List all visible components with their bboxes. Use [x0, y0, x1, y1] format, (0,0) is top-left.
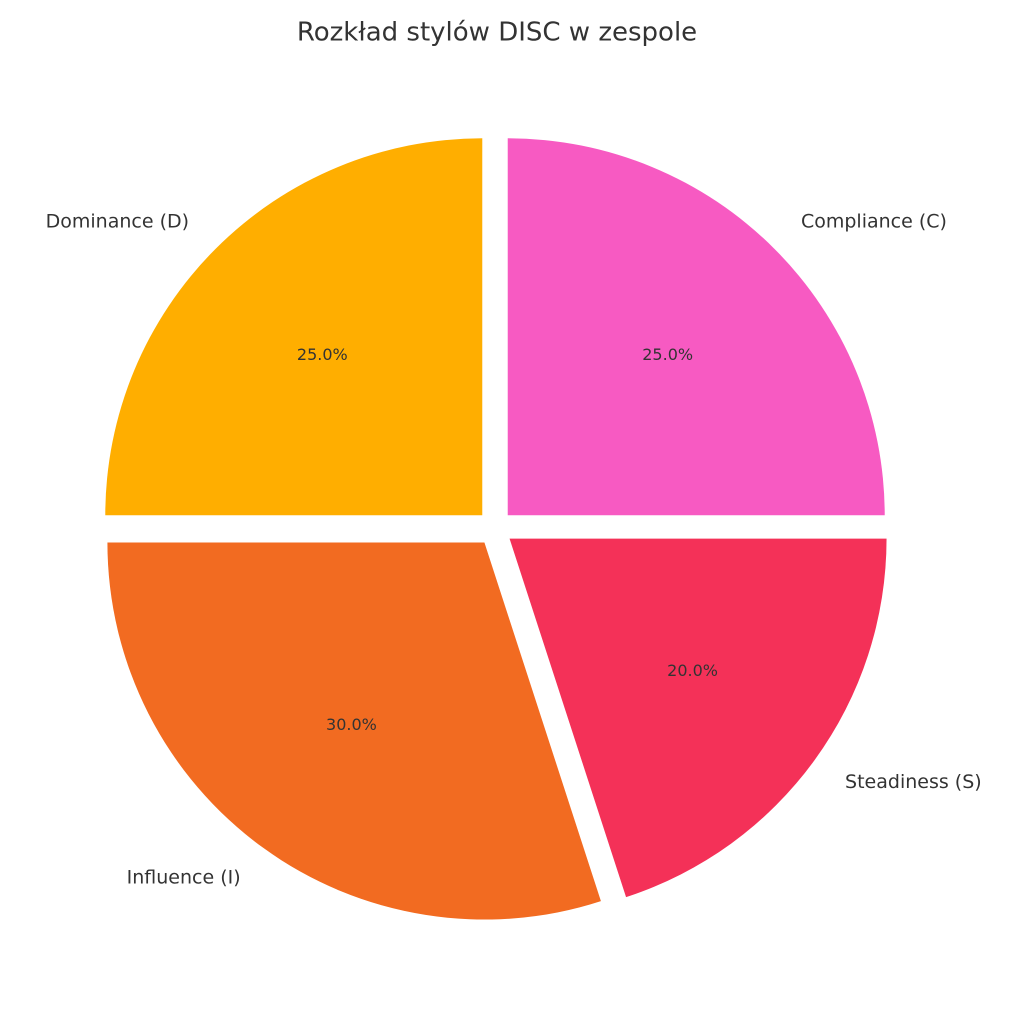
- slice-label: Influence (I): [127, 867, 241, 889]
- chart-title: Rozkład stylów DISC w zespole: [297, 18, 697, 48]
- pie-slice: [107, 542, 601, 920]
- pie-slice: [509, 538, 887, 898]
- value-label: 25.0%: [297, 345, 348, 364]
- pie-slice: [507, 138, 885, 516]
- value-label: 30.0%: [326, 715, 377, 734]
- pie-slice: [105, 138, 483, 516]
- value-label: 25.0%: [642, 345, 693, 364]
- slice-label: Compliance (C): [801, 211, 947, 233]
- slice-label: Dominance (D): [46, 211, 189, 233]
- value-label: 20.0%: [667, 661, 718, 680]
- slice-label: Steadiness (S): [845, 771, 982, 793]
